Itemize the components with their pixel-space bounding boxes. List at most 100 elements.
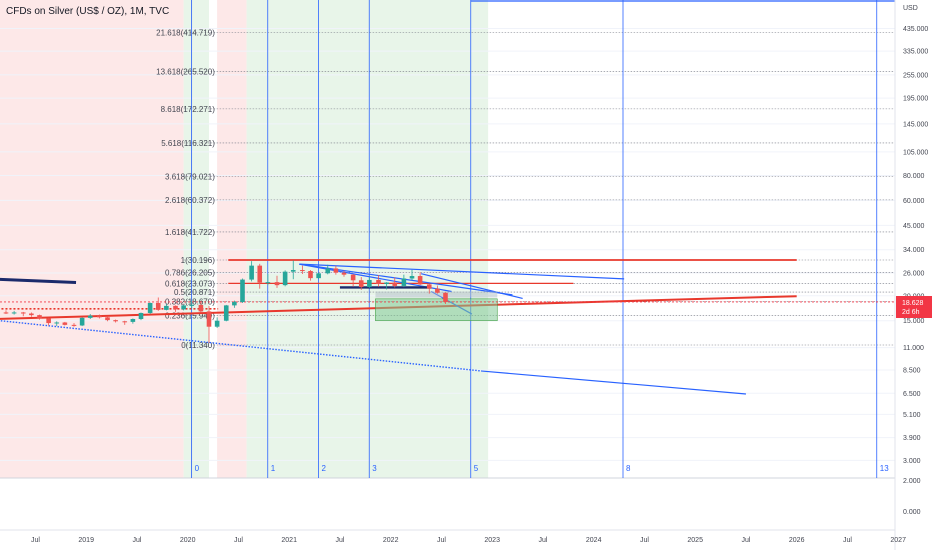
time-tick-label: Jul xyxy=(132,537,141,544)
candle-down xyxy=(97,315,102,318)
candle-up xyxy=(79,317,85,326)
price-tick-label: 6.500 xyxy=(903,391,921,398)
candle-down xyxy=(20,312,26,314)
candle-up xyxy=(181,305,186,310)
candle-up xyxy=(265,282,271,284)
background-zones xyxy=(0,0,489,478)
blue-projection-line xyxy=(481,370,746,395)
fib-time-cycles: 0 1 2 3 5 8 13 xyxy=(191,0,895,478)
candle-up xyxy=(189,304,195,306)
time-tick-label: Jul xyxy=(234,537,243,544)
chart-title: CFDs on Silver (US$ / OZ), 1M, TVC xyxy=(6,6,169,17)
price-tick-label: 5.100 xyxy=(903,412,921,419)
candle-down xyxy=(71,324,77,326)
time-tick-label: Jul xyxy=(31,537,40,544)
price-axis-bg xyxy=(895,0,932,550)
blue-falling-trend-line xyxy=(0,319,483,372)
candle-up xyxy=(87,315,93,318)
candle-up xyxy=(164,305,169,310)
time-tick-label: 2027 xyxy=(890,537,906,544)
fib-level-label: 3.618(79.021) xyxy=(165,173,215,182)
time-tick-label: 2020 xyxy=(180,537,196,544)
time-tick-label: 2019 xyxy=(78,537,94,544)
candle-up xyxy=(409,276,415,279)
candle-down xyxy=(105,317,110,321)
cycle-label: 1 xyxy=(271,464,276,473)
last-price-tag xyxy=(896,296,932,318)
last-price-value: 18.628 xyxy=(902,300,924,307)
candle-up xyxy=(223,305,229,321)
zone-pink xyxy=(0,0,184,478)
candle-down xyxy=(206,311,212,327)
price-tick-label: 435.000 xyxy=(903,26,928,33)
cycle-label: 3 xyxy=(372,464,377,473)
time-tick-label: Jul xyxy=(437,537,446,544)
candle-down xyxy=(308,271,313,279)
fib-level-label: 0.236(15.949) xyxy=(165,311,215,320)
candle-down xyxy=(155,302,161,310)
candle-up xyxy=(138,312,144,320)
scale-unit-label: USD xyxy=(903,5,918,12)
zone-green xyxy=(246,0,489,478)
zone-pink xyxy=(217,0,247,478)
price-axis[interactable]: 435.000 335.000 255.000 195.000 145.000 105.0… xyxy=(894,0,932,550)
candle-down xyxy=(341,272,347,275)
price-tick-label: 26.000 xyxy=(903,270,925,277)
candle-down xyxy=(3,312,9,314)
candle-down xyxy=(435,288,440,293)
time-tick-label: Jul xyxy=(843,537,852,544)
fib-level-label: 1(30.196) xyxy=(181,256,216,265)
candle-up xyxy=(401,278,407,286)
time-axis[interactable]: Jul 2019 Jul 2020 Jul 2021 Jul 2022 Jul 2023 Jul 20… xyxy=(0,529,906,544)
candle-down xyxy=(274,282,280,286)
candle-down xyxy=(62,322,68,325)
fib-level-label: 0(11.340) xyxy=(181,341,215,350)
fib-extension: 21.618(414.719) 13.618(265.520) 8.618(172.… xyxy=(156,0,895,478)
candle-down xyxy=(358,280,364,288)
cycle-label: 13 xyxy=(880,464,889,473)
candle-down xyxy=(46,318,51,324)
candle-down xyxy=(392,282,398,286)
bar-countdown: 2d 6h xyxy=(902,309,920,316)
candle-up xyxy=(325,268,331,274)
zone-green xyxy=(183,0,209,478)
candle-down xyxy=(333,268,339,273)
time-tick-label: 2023 xyxy=(484,537,500,544)
candle-up xyxy=(282,271,288,286)
candle-down xyxy=(198,304,204,312)
candle-down xyxy=(173,305,178,310)
trend-lines xyxy=(0,259,895,395)
candle-up xyxy=(249,265,254,280)
fib-level-label: 0.618(23.073) xyxy=(165,279,215,288)
cycle-label: 5 xyxy=(474,464,479,473)
candle-up xyxy=(147,302,153,313)
candle-down xyxy=(113,320,118,322)
price-tick-label: 80.000 xyxy=(903,173,925,180)
candle-down xyxy=(376,279,381,285)
fib-level-label: 13.618(265.520) xyxy=(156,67,215,76)
candle-up xyxy=(54,322,60,324)
time-tick-label: 2021 xyxy=(281,537,297,544)
candle-down xyxy=(417,276,423,285)
time-tick-label: Jul xyxy=(640,537,649,544)
candle-up xyxy=(232,302,237,306)
candle-up xyxy=(367,279,372,288)
price-tick-label: 11.000 xyxy=(903,345,924,352)
price-tick-label: 15.000 xyxy=(903,318,925,325)
candle-down xyxy=(443,292,448,303)
sub-pane-tick-label: 2.000 xyxy=(903,478,921,485)
candle-down xyxy=(122,321,128,323)
candle-down xyxy=(350,274,356,281)
fib-level-label: 21.618(414.719) xyxy=(156,29,215,38)
fib-level-label: 0.786(26.205) xyxy=(165,268,215,277)
price-tick-label: 145.000 xyxy=(903,121,928,128)
candle-series xyxy=(3,260,448,344)
cycle-label: 2 xyxy=(322,464,327,473)
fib-level-label: 0.5(20.871) xyxy=(174,288,215,297)
navy-trend-line xyxy=(0,277,77,284)
time-tick-label: Jul xyxy=(741,537,750,544)
fib-level-label: 8.618(172.271) xyxy=(161,105,216,114)
candle-down xyxy=(426,284,432,289)
